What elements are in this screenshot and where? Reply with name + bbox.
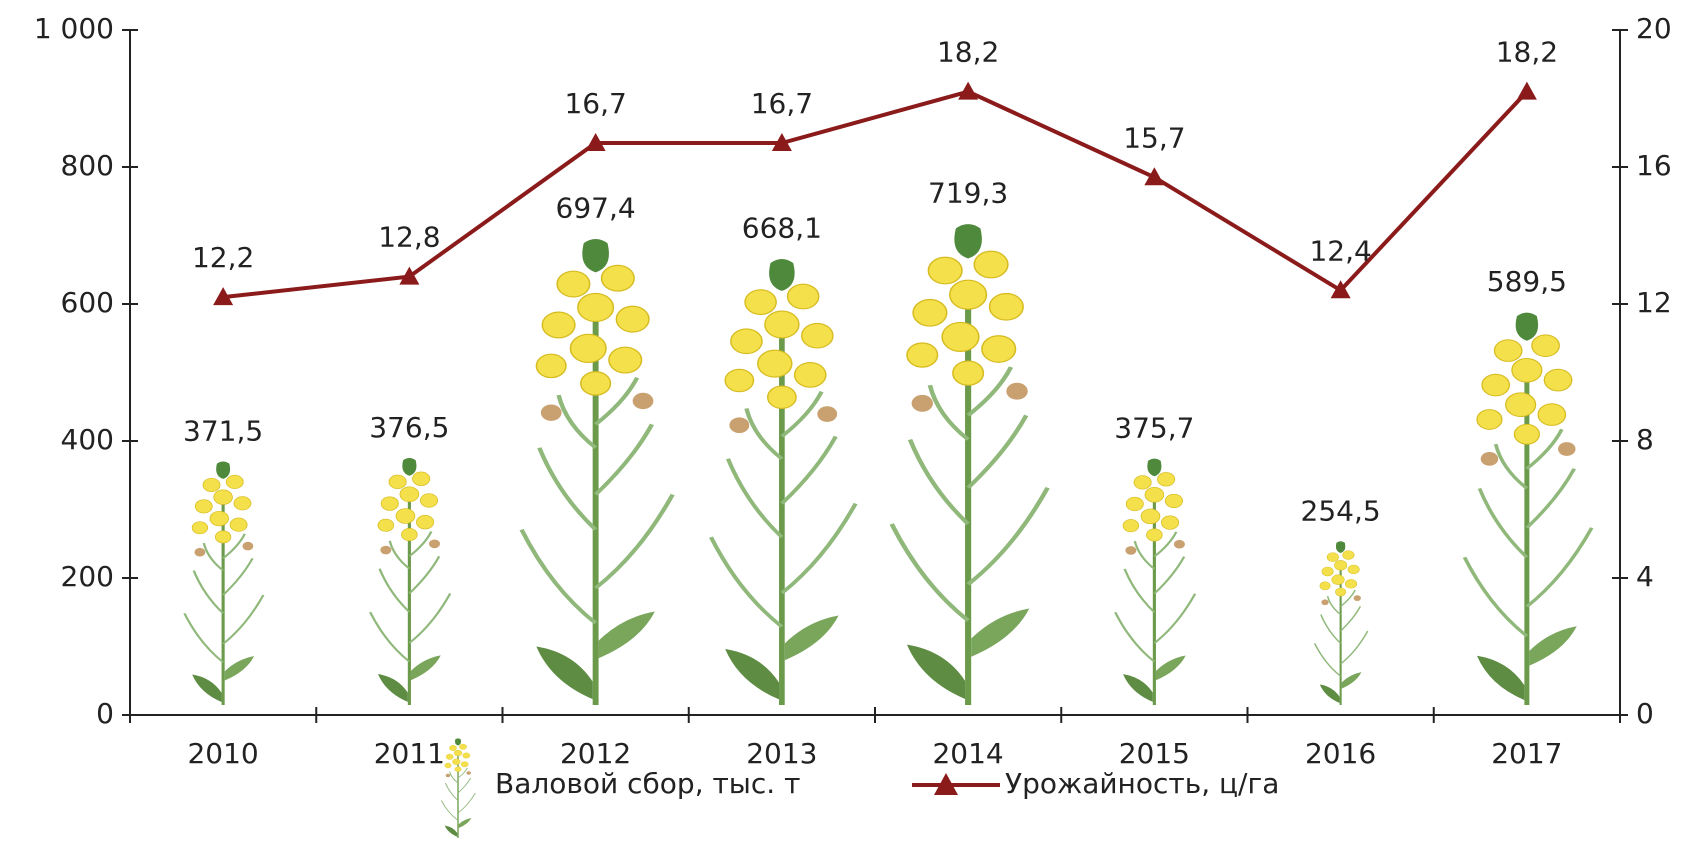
data-label: 18,2: [1496, 36, 1558, 69]
data-label: 589,5: [1487, 265, 1567, 298]
x-tick-label: 2010: [187, 737, 258, 770]
data-label: 371,5: [183, 415, 263, 448]
y-tick-label: 200: [61, 560, 114, 593]
x-tick-label: 2014: [932, 737, 1003, 770]
legend-label: Валовой сбор, тыс. т: [495, 767, 800, 800]
bar-plant: [368, 457, 452, 706]
data-label: 16,7: [564, 87, 626, 120]
data-label: 12,8: [378, 221, 440, 254]
data-label: 376,5: [369, 411, 449, 444]
bar-plant: [892, 224, 1048, 705]
data-label: 719,3: [928, 176, 1008, 209]
legend-marker: [934, 773, 958, 795]
data-label: 16,7: [751, 87, 813, 120]
y-tick-label: 800: [61, 149, 114, 182]
x-tick-label: 2016: [1305, 737, 1376, 770]
line-marker: [399, 266, 420, 285]
y2-tick-label: 20: [1636, 12, 1672, 45]
y2-tick-label: 16: [1636, 149, 1672, 182]
data-label: 375,7: [1114, 412, 1194, 445]
data-label: 697,4: [556, 191, 636, 224]
line-marker: [1330, 280, 1351, 299]
bar-plant: [182, 460, 265, 705]
y2-tick-label: 12: [1636, 286, 1672, 319]
data-label: 12,4: [1309, 234, 1371, 267]
line-marker: [213, 287, 234, 306]
bar-plant: [1313, 540, 1369, 705]
x-tick-label: 2015: [1119, 737, 1190, 770]
x-tick-label: 2013: [746, 737, 817, 770]
data-label: 12,2: [192, 241, 254, 274]
line-marker: [1144, 167, 1165, 186]
line-marker: [771, 133, 792, 152]
line-marker: [1516, 81, 1537, 100]
x-tick-label: 2011: [374, 737, 445, 770]
data-label: 18,2: [937, 36, 999, 69]
line: [222, 89, 1529, 300]
x-tick-label: 2012: [560, 737, 631, 770]
x-tick-label: 2017: [1491, 737, 1562, 770]
legend-icon-bar: [440, 738, 477, 838]
data-label: 15,7: [1123, 121, 1185, 154]
line-marker: [585, 133, 606, 152]
data-label: 254,5: [1301, 495, 1381, 528]
y-tick-label: 400: [61, 423, 114, 456]
y-tick-label: 600: [61, 286, 114, 319]
bar-plant: [1113, 457, 1197, 706]
y-tick-label: 1 000: [34, 12, 114, 45]
legend-label: Урожайность, ц/га: [1005, 767, 1279, 800]
bar-plant: [1465, 313, 1592, 705]
y2-tick-label: 8: [1636, 423, 1654, 456]
data-label: 668,1: [742, 211, 822, 244]
y-tick-label: 0: [96, 697, 114, 730]
y2-tick-label: 0: [1636, 697, 1654, 730]
bar-plant: [522, 239, 673, 705]
bar-plant: [711, 259, 856, 705]
line-marker: [958, 81, 979, 100]
y2-tick-label: 4: [1636, 560, 1654, 593]
